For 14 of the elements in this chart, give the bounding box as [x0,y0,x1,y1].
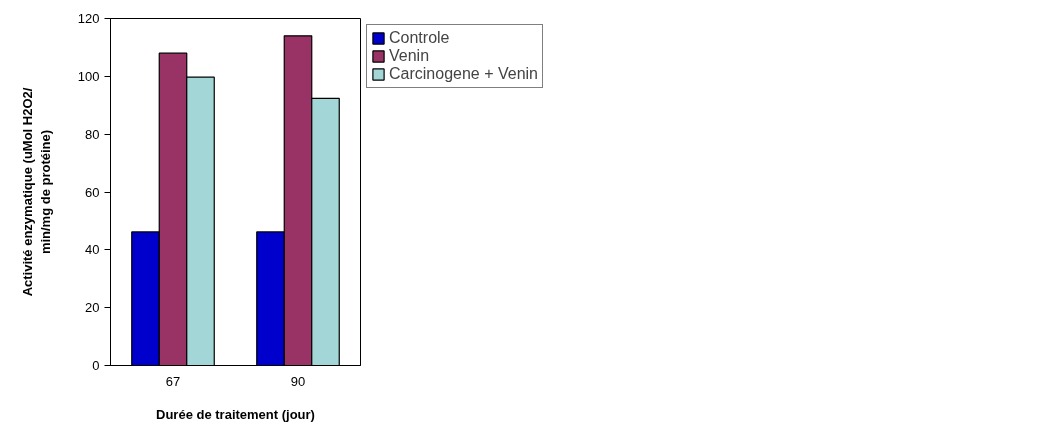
y-tick-label: 120 [77,11,100,26]
x-tick-label: 90 [290,373,306,389]
legend-label: Carcinogene + Venin [389,65,538,83]
x-axis-title: Durée de traitement (jour) [156,406,315,422]
y-axis-title: Activité enzymatique (uMol H2O2/ min/mg de protéine) [19,87,53,297]
y-tick-label: 0 [92,358,100,373]
y-tick-label: 80 [85,126,100,142]
y-tick-label: 40 [85,242,100,258]
y-tick-label: 60 [85,184,100,200]
y-tick-label: 100 [77,68,100,84]
legend-label: Venin [389,47,430,65]
x-tick-label: 67 [165,373,181,389]
legend-label: Controle [389,29,450,47]
y-tick-label: 20 [85,300,100,316]
